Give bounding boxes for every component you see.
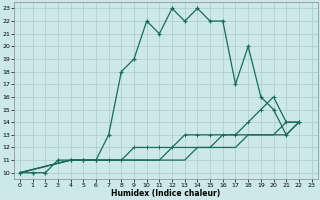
X-axis label: Humidex (Indice chaleur): Humidex (Indice chaleur) xyxy=(111,189,220,198)
